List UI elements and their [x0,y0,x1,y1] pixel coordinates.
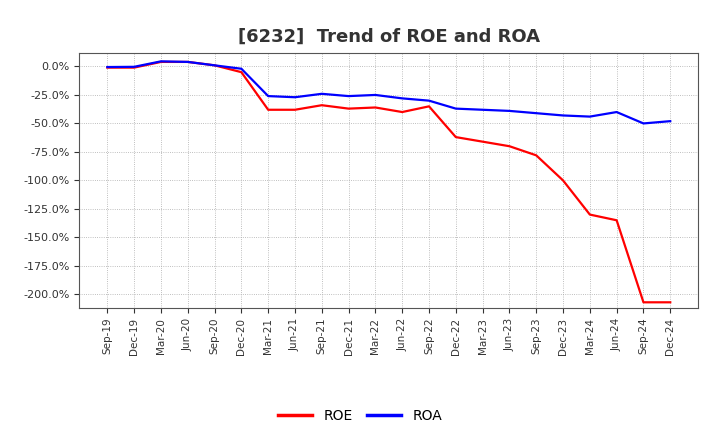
ROE [371,105,379,110]
ROA [291,95,300,100]
ROA [184,59,192,65]
ROE [318,103,326,108]
ROE [425,104,433,109]
ROA [478,107,487,112]
ROA [398,96,407,101]
Legend: ROE, ROA: ROE, ROA [272,403,448,429]
ROA [237,66,246,71]
ROA [130,64,138,70]
ROE [237,70,246,75]
ROE [666,300,675,305]
ROE [344,106,353,111]
ROA [559,113,567,118]
ROA [157,59,166,64]
ROA [585,114,594,119]
ROA [103,64,112,70]
ROA [612,110,621,115]
ROE [398,110,407,115]
ROE [130,65,138,70]
Line: ROE: ROE [107,62,670,302]
ROE [103,65,112,70]
ROA [318,91,326,96]
ROE [210,62,219,68]
ROE [612,218,621,223]
ROE [505,143,514,149]
ROA [371,92,379,98]
ROE [291,107,300,112]
Line: ROA: ROA [107,61,670,124]
ROE [585,212,594,217]
ROE [157,59,166,65]
ROE [478,139,487,144]
Title: [6232]  Trend of ROE and ROA: [6232] Trend of ROE and ROA [238,28,540,46]
ROE [639,300,648,305]
ROA [264,93,272,99]
ROA [639,121,648,126]
ROA [344,93,353,99]
ROA [451,106,460,111]
ROA [505,108,514,114]
ROE [184,59,192,65]
ROE [451,135,460,140]
ROA [532,110,541,116]
ROE [532,153,541,158]
ROE [264,107,272,112]
ROE [559,178,567,183]
ROA [210,62,219,68]
ROA [666,118,675,124]
ROA [425,98,433,103]
